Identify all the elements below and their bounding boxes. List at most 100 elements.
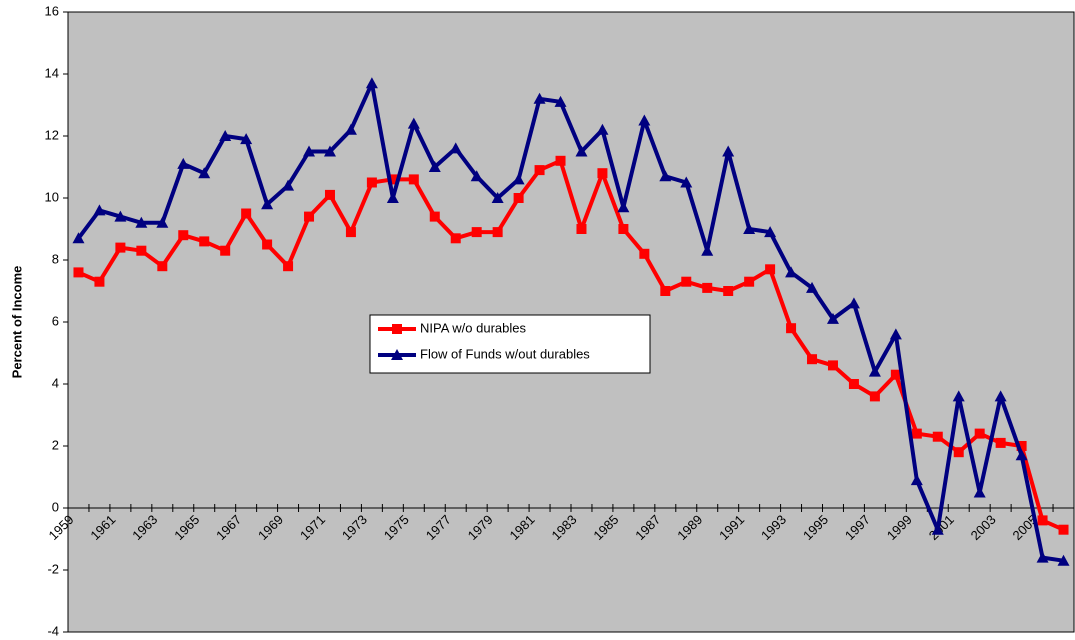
data-point xyxy=(639,248,650,259)
data-point xyxy=(72,232,85,244)
data-point xyxy=(241,208,252,219)
data-point xyxy=(596,123,609,135)
data-point xyxy=(73,267,84,278)
data-point xyxy=(177,157,190,169)
y-tick-label: 14 xyxy=(45,65,59,80)
data-point xyxy=(114,210,127,222)
data-point xyxy=(973,486,986,498)
y-tick-label: 0 xyxy=(52,499,59,514)
data-point xyxy=(575,145,588,157)
data-point xyxy=(344,123,357,135)
data-point xyxy=(765,264,776,275)
data-point xyxy=(533,92,546,104)
data-point xyxy=(261,198,274,210)
y-axis-label: Percent of Income xyxy=(9,266,24,379)
series-line xyxy=(76,81,1064,563)
data-point xyxy=(408,174,419,185)
data-point xyxy=(995,437,1006,448)
y-tick-label: 4 xyxy=(52,375,59,390)
y-tick-label: 16 xyxy=(45,3,59,18)
data-point xyxy=(723,286,734,296)
legend-box xyxy=(369,314,651,374)
data-point xyxy=(869,391,880,402)
data-point xyxy=(826,312,839,324)
data-point xyxy=(492,227,503,238)
data-point xyxy=(283,261,294,272)
data-point xyxy=(240,133,253,145)
data-point xyxy=(115,242,126,253)
data-point xyxy=(911,428,922,439)
data-point xyxy=(786,323,797,334)
data-point xyxy=(365,77,378,89)
data-point xyxy=(953,447,964,458)
legend-label: NIPA w/o durables xyxy=(420,320,526,335)
data-point xyxy=(555,155,566,166)
legend: NIPA w/o durables Flow of Funds w/out dur… xyxy=(369,314,651,374)
data-point xyxy=(890,369,901,380)
data-point xyxy=(1037,515,1048,526)
data-point xyxy=(618,224,629,234)
data-point xyxy=(407,117,420,129)
data-point xyxy=(1058,524,1069,535)
data-point xyxy=(157,261,168,272)
data-point xyxy=(136,245,147,256)
series-line xyxy=(77,158,1065,532)
legend-marker xyxy=(391,349,403,360)
data-point xyxy=(450,233,461,244)
data-point xyxy=(512,173,525,185)
data-point xyxy=(617,201,630,213)
data-point xyxy=(1057,554,1070,566)
data-point xyxy=(387,174,398,185)
legend-label: Flow of Funds w/out durables xyxy=(420,346,590,361)
data-point xyxy=(1015,449,1028,461)
data-point xyxy=(199,236,210,247)
data-point xyxy=(262,239,273,250)
data-point xyxy=(743,223,756,234)
data-point xyxy=(848,379,859,389)
data-point xyxy=(932,431,943,442)
y-tick-label: -2 xyxy=(47,561,59,576)
data-point xyxy=(94,276,105,287)
data-point xyxy=(638,114,651,126)
data-point xyxy=(952,390,965,402)
data-point xyxy=(785,266,798,278)
data-point xyxy=(345,227,356,238)
data-point xyxy=(219,130,232,141)
data-point xyxy=(807,354,818,365)
data-point xyxy=(868,365,881,377)
data-point xyxy=(198,167,211,179)
data-point xyxy=(660,286,671,296)
data-point xyxy=(847,297,860,309)
data-point xyxy=(554,95,567,107)
data-point xyxy=(910,474,923,486)
data-point xyxy=(974,428,985,439)
data-point xyxy=(449,142,462,154)
data-point xyxy=(304,211,315,222)
data-point xyxy=(366,177,377,188)
legend-marker xyxy=(392,324,402,334)
data-point xyxy=(827,360,838,371)
data-point xyxy=(178,230,189,241)
data-point xyxy=(429,211,440,222)
data-point xyxy=(806,281,819,293)
y-tick-label: -4 xyxy=(47,623,59,638)
data-point xyxy=(156,216,169,228)
data-point xyxy=(722,145,735,157)
data-point xyxy=(1016,441,1027,451)
data-point xyxy=(1036,551,1049,563)
data-point xyxy=(303,145,316,157)
data-point xyxy=(93,204,106,216)
y-tick-label: 2 xyxy=(52,437,59,452)
data-point xyxy=(994,390,1007,402)
data-point xyxy=(701,244,714,256)
y-tick-label: 6 xyxy=(52,313,59,328)
data-point xyxy=(282,179,295,191)
data-point xyxy=(470,170,483,182)
data-point xyxy=(323,145,336,157)
data-point xyxy=(534,165,545,176)
y-tick-label: 12 xyxy=(45,127,59,142)
data-point xyxy=(681,276,692,287)
data-point xyxy=(680,176,693,188)
data-point xyxy=(931,523,944,535)
